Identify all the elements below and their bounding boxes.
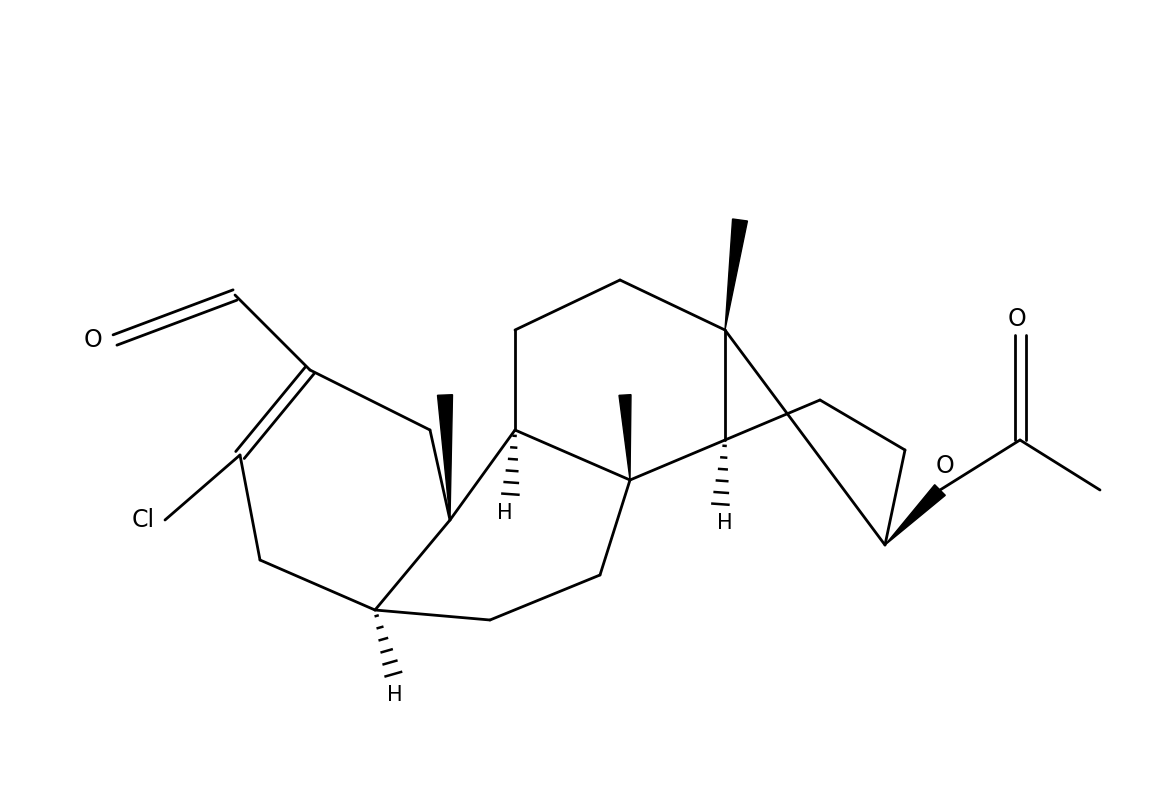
Polygon shape (725, 219, 748, 330)
Text: H: H (718, 513, 733, 533)
Text: H: H (387, 685, 403, 705)
Text: H: H (498, 503, 513, 523)
Text: O: O (935, 454, 954, 478)
Polygon shape (438, 394, 453, 520)
Text: Cl: Cl (131, 508, 156, 532)
Text: O: O (1008, 307, 1026, 331)
Polygon shape (619, 394, 631, 480)
Polygon shape (885, 485, 946, 545)
Text: O: O (83, 328, 103, 352)
